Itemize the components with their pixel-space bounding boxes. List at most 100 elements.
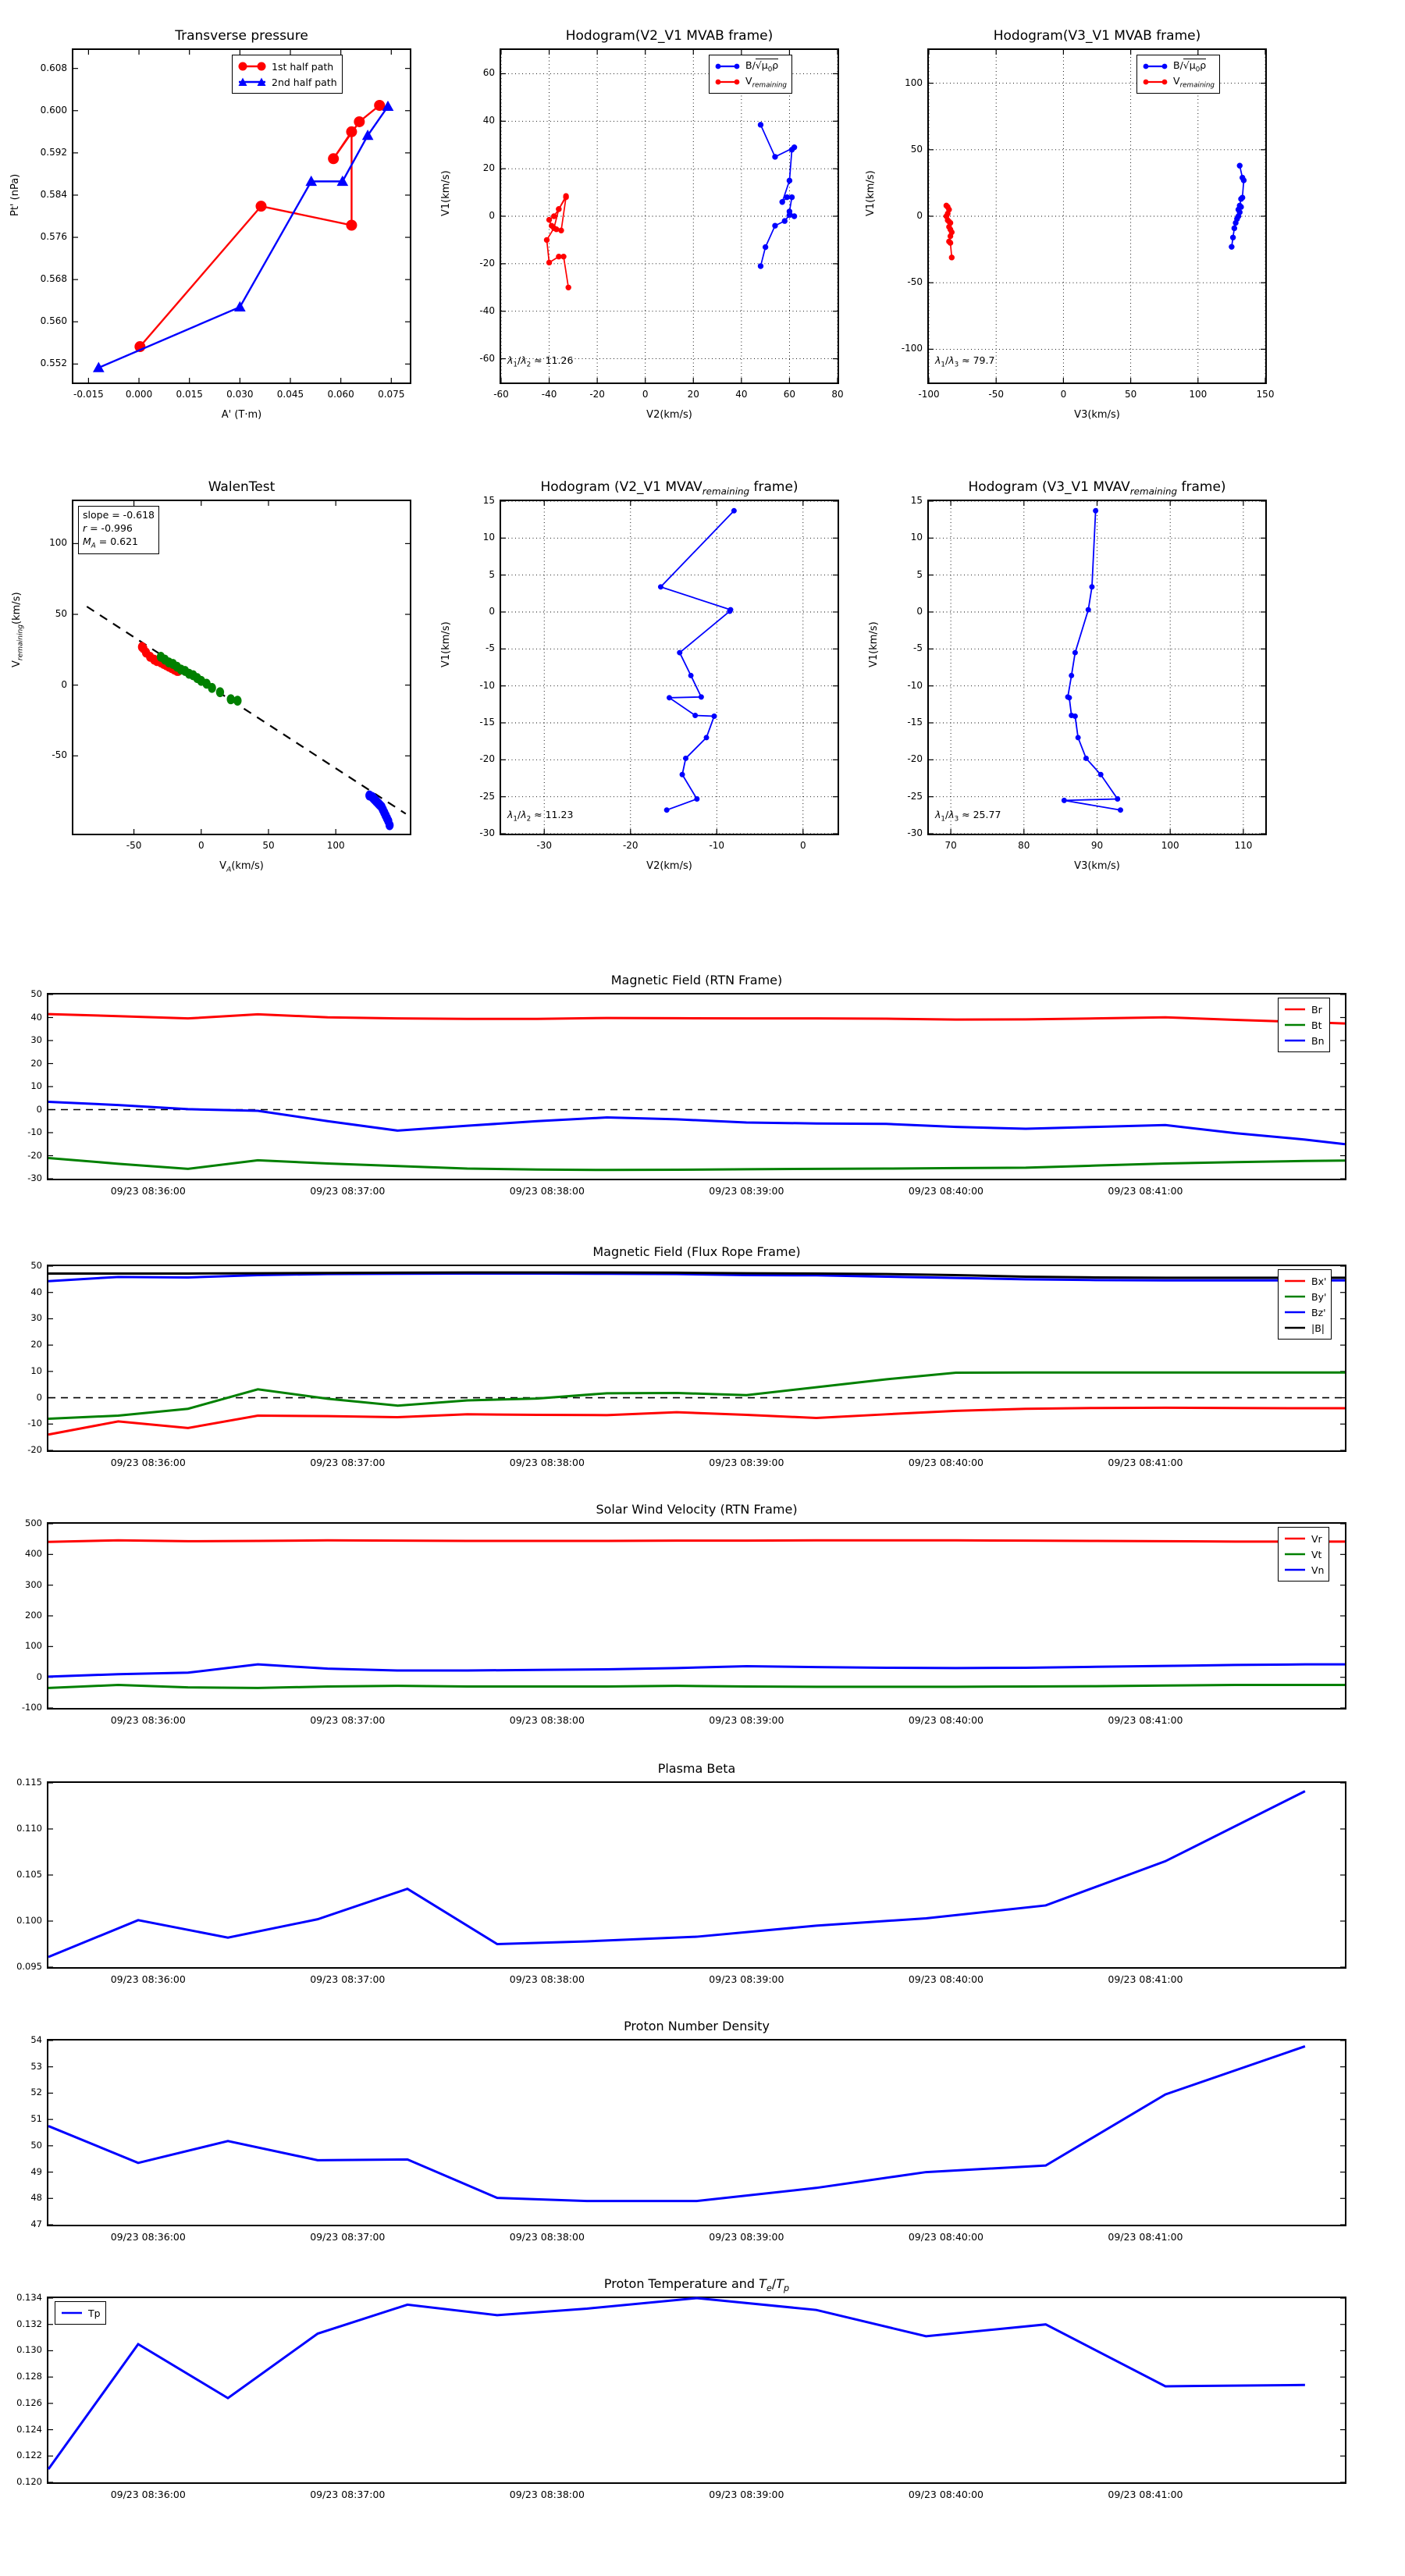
axis-tick-label-x: 0.075: [378, 389, 405, 400]
scatter-point: [208, 682, 216, 693]
time-axis-label: 09/23 08:41:00: [1108, 1185, 1183, 1197]
hodogram-v2v1-mvab-ylabel: V1(km/s): [440, 170, 452, 216]
axis-tick-label-y: 0: [36, 1670, 42, 1682]
axis-tick-label-x: 80: [1018, 840, 1030, 851]
axis-tick-label-y: 54: [30, 2034, 42, 2045]
axis-tick-label-y: 0: [489, 606, 495, 617]
axis-tick-label-x: -100: [918, 389, 940, 400]
legend-color-swatch: [1285, 1039, 1305, 1042]
legend-color-swatch: [1285, 1279, 1305, 1283]
axis-tick-label-y: 48: [30, 2192, 42, 2204]
time-axis-label: 09/23 08:37:00: [310, 1185, 386, 1197]
legend-label: Tp: [88, 2307, 101, 2319]
time-axis-label: 09/23 08:36:00: [110, 1185, 186, 1197]
magnetic_field_flux_rope-title: Magnetic Field (Flux Rope Frame): [592, 1244, 801, 1259]
legend-marker-line-dots: [715, 63, 740, 69]
scatter-point: [233, 696, 242, 706]
axis-tick-label-y: -20: [479, 257, 495, 269]
scatter-point: [215, 687, 225, 698]
data-marker: [1240, 177, 1247, 183]
time-axis-label: 09/23 08:38:00: [509, 1973, 585, 1985]
data-marker: [788, 147, 795, 153]
axis-tick-label-y: -20: [479, 753, 495, 765]
axis-tick-label-y: -25: [479, 790, 495, 802]
scatter-point: [226, 694, 235, 705]
axis-tick-label-y: 60: [482, 67, 495, 79]
transverse-pressure-title: Transverse pressure: [175, 28, 308, 44]
data-marker: [663, 807, 670, 813]
legend-marker-line-dots: [1143, 63, 1168, 69]
data-line: [98, 105, 389, 369]
axis-tick-label-y: 5: [916, 568, 923, 580]
data-line: [47, 2297, 1305, 2471]
data-marker: [1236, 162, 1243, 169]
data-line: [139, 105, 380, 347]
data-marker: [546, 259, 553, 266]
legend-marker-line-dots: [715, 79, 740, 85]
time-axis-label: 09/23 08:40:00: [908, 1185, 984, 1197]
legend-entry: Vr: [1283, 1531, 1324, 1546]
data-marker: [1061, 797, 1067, 803]
time-axis-label: 09/23 08:37:00: [310, 1714, 386, 1726]
walen-r: r = -0.996: [83, 521, 133, 534]
axis-tick-label-y: 0.584: [40, 188, 67, 200]
time-axis-label: 09/23 08:40:00: [908, 2489, 984, 2500]
axis-tick-label-y: 5: [489, 568, 495, 580]
time-axis-label: 09/23 08:37:00: [310, 1973, 386, 1985]
axis-tick-label-y: -10: [479, 679, 495, 691]
data-line: [48, 1663, 1345, 1678]
axis-tick-label-y: 100: [49, 537, 67, 549]
data-marker: [565, 284, 571, 290]
axis-tick-label-x: -0.015: [73, 389, 104, 400]
axis-tick-label-y: 0: [36, 1391, 42, 1403]
axis-tick-label-y: -60: [479, 352, 495, 364]
transverse-pressure-xlabel: A' (T·m): [221, 409, 262, 421]
axis-tick-label-x: -40: [541, 389, 557, 400]
data-marker: [1229, 244, 1235, 250]
axis-tick-label-y: -50: [907, 276, 923, 288]
hodogram-v2v1-mvav-xlabel: V2(km/s): [646, 860, 692, 872]
legend-label-b: B/√μ0ρ: [745, 58, 779, 74]
data-marker: [560, 254, 567, 260]
legend-color-swatch: [62, 2311, 82, 2314]
data-line: [48, 1012, 1346, 1025]
legend-entry: By': [1283, 1289, 1326, 1304]
data-marker: [762, 244, 769, 251]
time-axis-label: 09/23 08:40:00: [908, 1457, 984, 1468]
legend-entry: B/√μ0ρ: [1142, 58, 1215, 74]
legend-color-swatch: [1285, 1295, 1305, 1298]
axis-tick-label-x: -20: [589, 389, 605, 400]
data-marker: [667, 695, 672, 701]
walen-test-axes: [72, 500, 411, 835]
data-line: [48, 1406, 1345, 1436]
data-marker: [694, 796, 700, 802]
walen-test-ylabel: Vremaining(km/s): [11, 592, 25, 667]
axis-tick-label-y: 0.132: [16, 2318, 42, 2329]
axis-tick-label-x: -50: [126, 840, 142, 851]
axis-tick-label-y: 40: [482, 115, 495, 126]
axis-tick-label-y: 30: [30, 1312, 42, 1324]
axis-tick-label-y: -30: [907, 827, 923, 838]
data-marker: [698, 694, 704, 700]
axis-tick-label-y: 0.110: [16, 1823, 42, 1834]
axis-tick-label-x: 0.000: [125, 389, 153, 400]
axis-tick-label-y: 300: [25, 1578, 42, 1590]
data-marker: [786, 212, 793, 219]
legend-color-swatch: [1285, 1326, 1305, 1329]
legend-entry: Vremaining: [714, 74, 787, 90]
solar_wind_velocity_rtn-title: Solar Wind Velocity (RTN Frame): [596, 1502, 798, 1517]
time-axis-label: 09/23 08:36:00: [110, 1714, 186, 1726]
data-marker: [255, 201, 267, 212]
axis-tick-label-x: 0.060: [327, 389, 354, 400]
axis-tick-label-x: 100: [1189, 389, 1208, 400]
time-axis-label: 09/23 08:38:00: [509, 1185, 585, 1197]
data-marker: [346, 219, 357, 231]
hodogram-v2v1-mvab-axes: [500, 48, 839, 384]
axis-tick-label-y: 0: [36, 1103, 42, 1115]
axis-tick-label-y: 0.600: [40, 104, 67, 116]
legend-label: Bn: [1311, 1034, 1325, 1047]
axis-tick-label-y: 50: [30, 988, 42, 999]
time-axis-label: 09/23 08:36:00: [110, 2231, 186, 2243]
axis-tick-label-x: 0.045: [276, 389, 304, 400]
walen-ma: MA = 0.621: [83, 535, 139, 550]
